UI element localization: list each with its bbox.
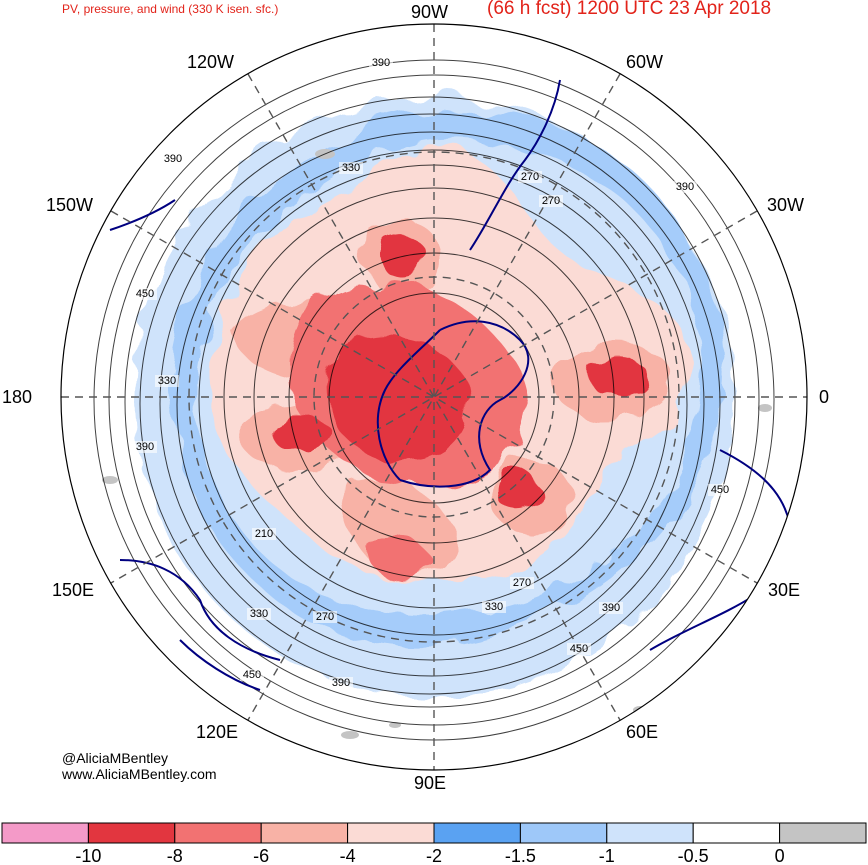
map-boundary: [60, 23, 808, 771]
colorbar-swatch: [87, 822, 176, 844]
contour-label: 390: [136, 441, 154, 453]
colorbar-swatch: [174, 822, 262, 844]
contour-label: 390: [676, 181, 694, 193]
contour-label: 210: [255, 528, 273, 540]
colorbar-tick-label: -4: [339, 846, 356, 865]
contour-label: 450: [136, 288, 154, 300]
contour-label: 450: [243, 669, 261, 681]
colorbar-swatch: [519, 822, 608, 844]
contour-label-bg: [673, 181, 697, 193]
lon-label-180: 180: [2, 387, 33, 407]
colorbar-swatch: [433, 822, 521, 844]
colorbar-swatch: [260, 822, 349, 844]
contour-label-bg: [313, 611, 337, 623]
graticule: [61, 24, 807, 770]
colorbar-tick-label: -8: [166, 846, 183, 865]
colorbar: [1, 822, 867, 844]
contour-label-bg: [133, 288, 157, 300]
contour-label: 450: [711, 484, 729, 496]
credit-handle: @AliciaMBentley: [62, 750, 169, 766]
contour-label: 450: [570, 643, 588, 655]
contour-label-bg: [339, 162, 363, 174]
contour-label: 390: [602, 602, 620, 614]
colorbar-swatch: [1, 822, 89, 844]
colorbar-swatch: [606, 822, 694, 844]
contour-label: 330: [250, 608, 268, 620]
lon-label-0: 0: [819, 387, 830, 407]
colorbar-tick-label: -1.5: [504, 846, 536, 865]
contour-label-bg: [369, 57, 393, 69]
lon-label-120w: 120W: [187, 52, 235, 72]
contour-label: 390: [372, 57, 390, 69]
lon-label-90e: 90E: [414, 773, 447, 793]
contour-label: 330: [342, 162, 360, 174]
colorbar-swatch: [692, 822, 781, 844]
contour-label: 270: [316, 611, 334, 623]
colorbar-tick-label: -6: [253, 846, 270, 865]
contour-label: 330: [485, 601, 503, 613]
contour-label-bg: [155, 375, 179, 387]
lon-label-60w: 60W: [626, 52, 664, 72]
contour-label-bg: [133, 441, 157, 453]
pv-shading: [61, 24, 807, 770]
contour-label-bg: [708, 484, 732, 496]
contour-label: 390: [164, 153, 182, 165]
contour-label: 390: [332, 677, 350, 689]
contour-label: 270: [521, 171, 539, 183]
map-title: (66 h fcst) 1200 UTC 23 Apr 2018: [487, 0, 772, 19]
map-subtitle: PV, pressure, and wind (330 K isen. sfc.…: [62, 2, 279, 16]
lon-label-120e: 120E: [196, 722, 239, 742]
contour-label: 270: [513, 577, 531, 589]
contour-label-bg: [329, 677, 353, 689]
colorbar-tick-label: -10: [75, 846, 102, 865]
lon-label-90w: 90W: [411, 2, 449, 22]
lon-label-150w: 150W: [46, 195, 94, 215]
colorbar-swatch: [779, 822, 867, 844]
contour-label-bg: [161, 153, 185, 165]
contour-label: 330: [158, 375, 176, 387]
contour-label-bg: [482, 601, 506, 613]
contour-label: 270: [542, 195, 560, 207]
contour-label-bg: [510, 577, 534, 589]
contour-label-bg: [539, 195, 563, 207]
contour-label-bg: [252, 528, 276, 540]
colorbar-tick-label: -0.5: [677, 846, 709, 865]
colorbar-tick-label: -2: [425, 846, 443, 865]
colorbar-tick-label: -1: [598, 846, 615, 865]
credit-website: www.AliciaMBentley.com: [62, 766, 217, 782]
contour-label-bg: [240, 669, 264, 681]
colorbar-swatch: [347, 822, 435, 844]
lon-label-150e: 150E: [52, 580, 95, 600]
lon-label-60e: 60E: [626, 722, 659, 742]
contour-label-bg: [567, 643, 591, 655]
contour-label-bg: [599, 602, 623, 614]
lon-label-30w: 30W: [767, 195, 805, 215]
contour-label-bg: [518, 171, 542, 183]
contour-label-bg: [247, 608, 271, 620]
lon-label-30e: 30E: [768, 580, 801, 600]
colorbar-tick-label: 0: [774, 846, 785, 865]
